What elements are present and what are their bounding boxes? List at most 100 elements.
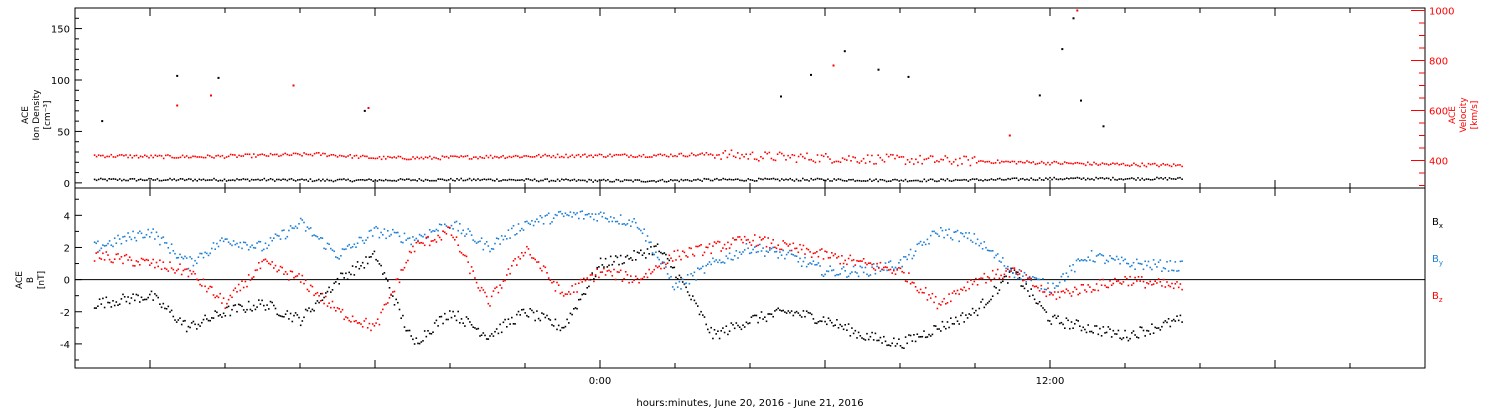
data-point <box>675 259 677 261</box>
data-point <box>606 266 609 268</box>
data-point <box>797 312 800 314</box>
data-point <box>114 178 117 180</box>
data-point <box>552 217 555 219</box>
y-axis-label: ACE B [nT] <box>15 271 47 289</box>
data-point <box>304 279 307 282</box>
data-point <box>450 155 452 157</box>
data-point <box>869 335 872 338</box>
data-point <box>286 153 289 156</box>
data-point <box>635 259 637 261</box>
data-point <box>667 180 670 182</box>
data-point <box>904 336 907 338</box>
data-point <box>1074 323 1076 325</box>
data-point <box>936 328 939 330</box>
data-point <box>913 179 915 182</box>
data-point <box>1020 270 1022 272</box>
data-point <box>131 178 134 180</box>
data-point <box>898 180 900 182</box>
data-point <box>1149 179 1152 181</box>
data-point <box>123 296 126 298</box>
data-point <box>887 155 890 158</box>
data-point <box>152 258 154 261</box>
data-point <box>1084 164 1087 167</box>
data-point <box>512 323 515 325</box>
data-point <box>624 271 627 273</box>
data-point <box>794 255 796 257</box>
data-point <box>509 272 511 275</box>
data-point <box>533 178 536 180</box>
data-point <box>790 249 793 252</box>
data-point <box>264 242 267 245</box>
data-point <box>410 251 412 254</box>
data-point <box>1089 286 1091 288</box>
data-point <box>401 157 404 160</box>
data-point <box>1097 289 1100 292</box>
data-point <box>824 250 826 253</box>
data-point <box>554 180 557 182</box>
data-point <box>219 239 221 242</box>
data-point <box>1059 178 1062 180</box>
data-point <box>615 178 618 181</box>
data-point <box>1085 291 1088 293</box>
data-point <box>507 318 510 320</box>
data-point <box>212 242 215 244</box>
data-point-spike <box>367 107 370 109</box>
data-point <box>913 282 915 284</box>
data-point <box>204 314 206 317</box>
data-point <box>523 155 525 157</box>
data-point <box>822 179 825 181</box>
data-point <box>271 239 273 242</box>
data-point <box>397 231 399 234</box>
data-point <box>1007 282 1009 284</box>
data-point <box>906 342 908 345</box>
data-point <box>829 180 831 182</box>
data-point <box>1028 277 1031 279</box>
data-point <box>403 232 406 235</box>
data-point <box>697 305 699 307</box>
data-point <box>196 262 198 265</box>
data-point <box>502 280 505 282</box>
data-point <box>554 290 557 292</box>
data-point <box>418 342 421 345</box>
data-point <box>514 258 516 260</box>
data-point <box>102 297 104 300</box>
data-point <box>303 316 305 319</box>
data-point <box>651 156 653 158</box>
data-point <box>1061 178 1064 181</box>
data-point <box>122 293 124 296</box>
data-point <box>216 311 218 314</box>
data-point <box>782 309 784 312</box>
data-point <box>807 248 810 251</box>
data-point <box>996 292 999 295</box>
data-point <box>591 274 593 276</box>
data-point <box>438 316 441 318</box>
data-point <box>879 156 882 159</box>
data-point <box>547 318 550 320</box>
data-point <box>502 321 505 324</box>
data-point <box>544 178 546 180</box>
data-point <box>956 289 959 292</box>
data-point <box>194 323 196 326</box>
data-point <box>552 280 555 283</box>
data-point <box>858 162 861 164</box>
data-point <box>645 257 647 259</box>
data-point <box>206 290 208 293</box>
data-point <box>730 322 733 324</box>
data-point <box>147 296 149 299</box>
data-point <box>322 152 324 155</box>
data-point <box>105 251 108 253</box>
data-point <box>539 267 542 270</box>
data-point <box>204 156 207 159</box>
data-point <box>391 180 393 182</box>
data-point <box>846 159 848 161</box>
data-point <box>1058 281 1061 284</box>
data-point <box>125 154 127 156</box>
data-point <box>395 298 397 301</box>
data-point <box>856 161 859 163</box>
data-point <box>752 314 754 317</box>
data-point <box>816 263 818 266</box>
data-point <box>847 323 850 325</box>
data-point <box>502 238 505 241</box>
data-point <box>697 267 699 269</box>
data-point <box>229 314 232 317</box>
